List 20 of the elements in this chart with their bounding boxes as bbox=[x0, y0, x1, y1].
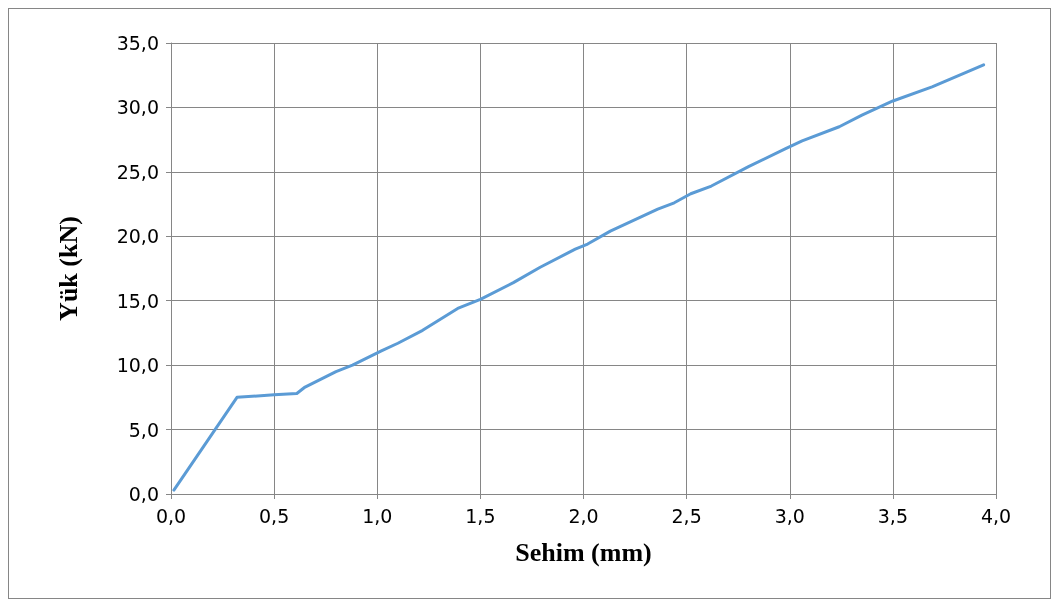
x-axis-title: Sehim (mm) bbox=[515, 537, 652, 567]
y-axis-title: Yük (kN) bbox=[53, 216, 83, 321]
x-tick-label: 4,0 bbox=[980, 504, 1012, 527]
x-tick-label: 1,5 bbox=[465, 504, 496, 527]
x-tick-label: 3,0 bbox=[774, 504, 805, 527]
y-tick-label: 35,0 bbox=[116, 32, 159, 54]
y-tick-label: 10,0 bbox=[116, 354, 159, 377]
line-series bbox=[172, 63, 986, 492]
x-tick-label: 1,0 bbox=[362, 504, 393, 527]
x-tick-label: 3,5 bbox=[877, 504, 908, 527]
y-tick-label: 5,0 bbox=[128, 418, 159, 441]
x-tick-label: 0,5 bbox=[259, 504, 290, 527]
y-tick-label: 30,0 bbox=[116, 96, 159, 119]
x-tick-label: 0,0 bbox=[155, 504, 187, 527]
x-tick-label: 2,5 bbox=[671, 504, 702, 527]
y-tick-label: 20,0 bbox=[116, 225, 159, 248]
y-tick-label: 25,0 bbox=[116, 160, 159, 183]
x-tick-label: 2,0 bbox=[568, 504, 599, 527]
y-tick-label: 0,0 bbox=[128, 483, 159, 505]
y-tick-label: 15,0 bbox=[116, 289, 159, 312]
